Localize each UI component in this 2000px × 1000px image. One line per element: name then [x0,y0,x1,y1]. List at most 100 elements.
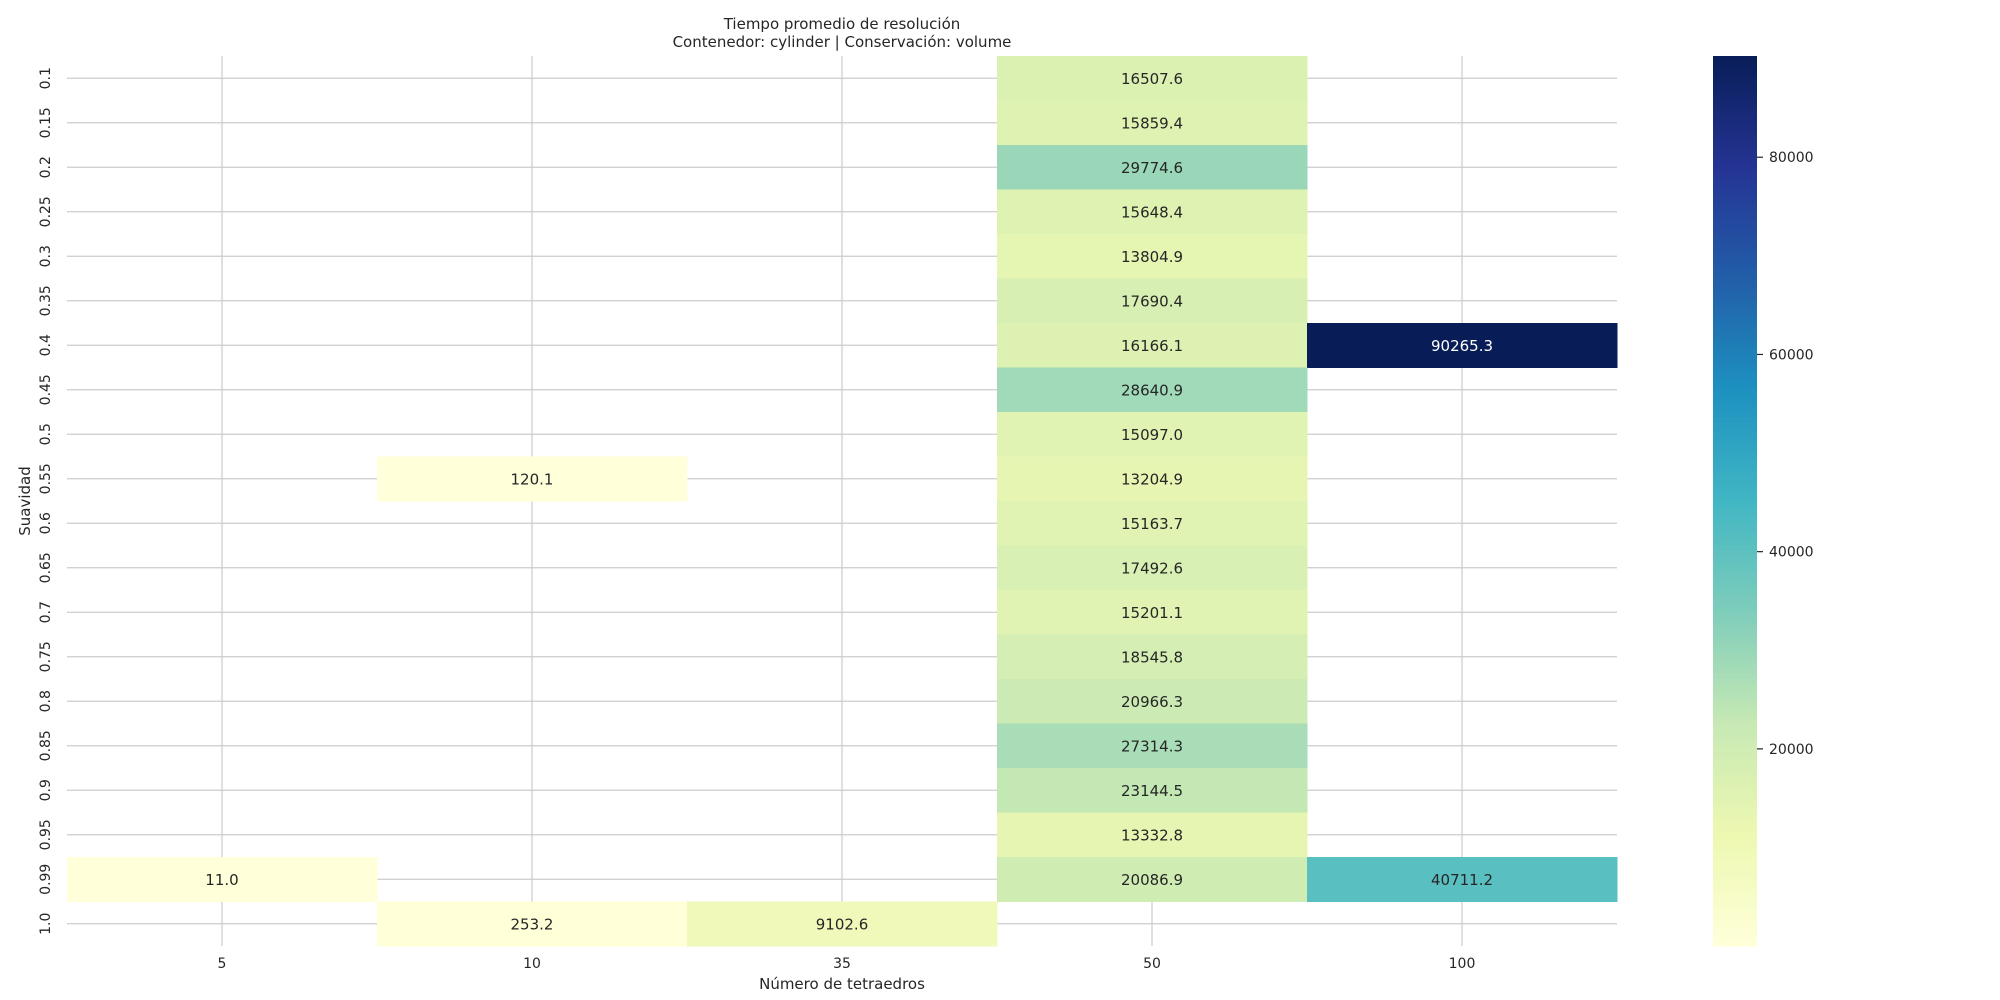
y-tick-label: 0.75 [38,641,54,672]
colorbar-segment [1713,431,1757,438]
colorbar-segment [1713,822,1757,828]
colorbar-segment [1713,728,1757,734]
y-tick-label: 0.1 [38,67,54,89]
colorbar-segment [1713,149,1757,156]
colorbar-segment [1713,145,1757,151]
colorbar-segment [1713,387,1757,393]
colorbar-segment [1713,441,1757,448]
colorbar-segment [1713,466,1757,472]
colorbar-segment [1713,169,1757,176]
cell-value-label: 27314.3 [1121,737,1183,755]
colorbar-segment [1713,135,1757,141]
y-tick-label: 0.4 [38,334,54,356]
colorbar-segment [1713,436,1757,443]
colorbar-segment [1713,179,1757,186]
x-axis-ticks: 5 10 35 50 100 [218,956,1476,972]
colorbar-segment [1713,688,1757,695]
colorbar-tick-label: 80000 [1769,150,1814,166]
colorbar-segment [1713,545,1757,552]
colorbar-segment [1713,189,1757,196]
colorbar-segment [1713,570,1757,576]
colorbar-segment [1713,693,1757,700]
colorbar-segment [1713,866,1757,873]
cell-value-label: 16166.1 [1121,337,1183,355]
colorbar-segment [1713,594,1757,601]
colorbar-segment [1713,619,1757,626]
colorbar-segment [1713,713,1757,720]
colorbar-segment [1713,446,1757,453]
heatmap-cell [997,234,1308,279]
colorbar-segment [1713,807,1757,814]
y-tick-label: 0.55 [38,463,54,494]
heatmap-cell [377,901,688,947]
y-tick-label: 0.25 [38,196,54,227]
colorbar-segment [1713,861,1757,868]
colorbar-segment [1713,723,1757,730]
cell-value-label: 23144.5 [1121,782,1183,800]
colorbar-segment [1713,575,1757,581]
colorbar-segment [1713,698,1757,705]
colorbar-segment [1713,634,1757,641]
y-tick-label: 0.45 [38,374,54,405]
colorbar-segment [1713,599,1757,606]
colorbar-segment [1713,238,1757,245]
colorbar-segment [1713,629,1757,636]
heatmap-cells [67,56,1618,947]
colorbar-segment [1713,718,1757,725]
colorbar-segment [1713,60,1757,67]
colorbar-segment [1713,288,1757,294]
colorbar-segment [1713,496,1757,502]
colorbar-segment [1713,772,1757,779]
y-tick-label: 0.65 [38,552,54,583]
colorbar-segment [1713,515,1757,522]
colorbar-segment [1713,787,1757,794]
colorbar-segment [1713,184,1757,191]
cell-value-label: 29774.6 [1121,159,1183,177]
colorbar-segment [1713,362,1757,369]
colorbar-segment [1713,738,1757,744]
x-tick-label: 50 [1143,956,1161,972]
heatmap-cell [997,278,1308,324]
colorbar-segment [1713,204,1757,210]
colorbar-segment [1713,412,1757,418]
colorbar-segment [1713,782,1757,789]
y-tick-label: 0.3 [38,245,54,267]
colorbar-segment [1713,669,1757,675]
colorbar-segment [1713,229,1757,235]
colorbar: 20000 40000 60000 80000 [1713,56,1814,947]
colorbar-segment [1713,491,1757,497]
colorbar-segment [1713,357,1757,364]
colorbar-segment [1713,65,1757,72]
y-tick-label: 0.2 [38,156,54,178]
colorbar-segment [1713,644,1757,650]
colorbar-segment [1713,327,1757,334]
colorbar-segment [1713,590,1757,596]
heatmap-cell [67,857,378,902]
colorbar-segment [1713,115,1757,121]
colorbar-segment [1713,130,1757,136]
colorbar-segment [1713,802,1757,809]
cell-value-label: 20086.9 [1121,871,1183,889]
heatmap-cell [997,723,1308,769]
heatmap-cell [1307,857,1618,902]
colorbar-segment [1713,219,1757,225]
colorbar-segment [1713,70,1757,77]
y-tick-label: 0.99 [38,864,54,895]
colorbar-segment [1713,352,1757,359]
y-tick-label: 0.8 [38,690,54,712]
colorbar-segment [1713,525,1757,532]
colorbar-segment [1713,604,1757,611]
x-tick-label: 100 [1449,956,1476,972]
colorbar-segment [1713,80,1757,87]
colorbar-segment [1713,837,1757,843]
colorbar-segment [1713,857,1757,863]
colorbar-tick-label: 40000 [1769,545,1814,561]
colorbar-segment [1713,624,1757,631]
y-tick-label: 0.15 [38,107,54,138]
colorbar-segment [1713,323,1757,329]
colorbar-segment [1713,763,1757,769]
colorbar-segment [1713,100,1757,107]
heatmap-cell [997,857,1308,902]
x-tick-label: 5 [218,956,227,972]
